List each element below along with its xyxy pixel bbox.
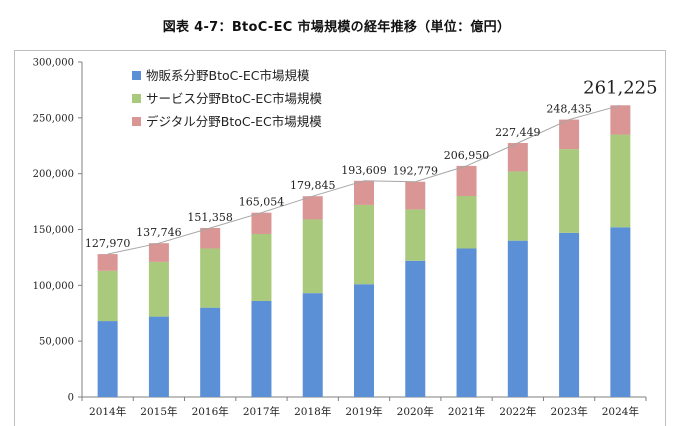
x-tick-label: 2016年 bbox=[192, 405, 229, 418]
bar-segment bbox=[456, 165, 477, 196]
x-tick-label: 2019年 bbox=[345, 405, 382, 418]
total-label: 137,746 bbox=[136, 226, 182, 239]
bar-segment bbox=[559, 232, 580, 397]
bar-segment bbox=[456, 248, 477, 397]
x-tick-label: 2017年 bbox=[243, 405, 280, 418]
x-tick-label: 2018年 bbox=[294, 405, 331, 418]
total-connector-line bbox=[312, 180, 365, 197]
total-connector-line bbox=[158, 227, 211, 244]
bar-segment bbox=[405, 260, 426, 397]
legend-swatch bbox=[132, 71, 141, 80]
legend: 物販系分野BtoC-EC市場規模サービス分野BtoC-EC市場規模デジタル分野B… bbox=[132, 68, 322, 129]
bar-segment bbox=[559, 119, 580, 150]
x-tick-label: 2020年 bbox=[397, 405, 434, 418]
legend-swatch bbox=[132, 117, 141, 126]
total-line bbox=[107, 104, 621, 255]
bar-segment bbox=[456, 196, 477, 249]
bar-segment bbox=[405, 181, 426, 210]
x-tick-label: 2015年 bbox=[140, 405, 177, 418]
bar-segment bbox=[610, 105, 631, 135]
bar-segment bbox=[200, 248, 221, 308]
legend-label: デジタル分野BtoC-EC市場規模 bbox=[146, 114, 322, 129]
bar-segment bbox=[97, 254, 118, 271]
y-tick-label: 50,000 bbox=[39, 337, 74, 348]
total-label: 248,435 bbox=[546, 103, 592, 116]
bar-segment bbox=[559, 149, 580, 233]
bar-segment bbox=[354, 204, 374, 285]
total-connector-line bbox=[261, 195, 313, 214]
total-label: 179,845 bbox=[290, 179, 336, 192]
bar-segment bbox=[610, 227, 631, 397]
legend-label: 物販系分野BtoC-EC市場規模 bbox=[146, 68, 310, 83]
y-tick-label: 0 bbox=[68, 393, 74, 404]
total-connector-line bbox=[466, 142, 519, 167]
bar-segment bbox=[405, 209, 426, 261]
x-tick-label: 2021年 bbox=[448, 405, 485, 418]
y-tick-label: 250,000 bbox=[33, 113, 74, 124]
bar-segment bbox=[251, 233, 272, 301]
bar-segment bbox=[251, 300, 272, 397]
total-connector-line bbox=[568, 104, 621, 121]
bar-segment bbox=[148, 316, 169, 397]
x-tick-label: 2014年 bbox=[89, 405, 126, 418]
total-label: 165,054 bbox=[239, 196, 285, 209]
y-tick-label: 150,000 bbox=[33, 225, 74, 236]
total-label: 261,225 bbox=[583, 77, 657, 98]
y-tick-label: 300,000 bbox=[33, 58, 74, 69]
bar-segment bbox=[354, 180, 374, 205]
bar-segment bbox=[148, 243, 169, 262]
bar-segment bbox=[302, 219, 323, 294]
total-connector-line bbox=[517, 119, 570, 144]
x-tick-label: 2022年 bbox=[499, 405, 536, 418]
axes: 0 50,000 100,000 150,000 200,000 250,000 300,0… bbox=[33, 58, 647, 418]
bar-segment bbox=[507, 143, 528, 172]
bar-segment bbox=[507, 240, 528, 397]
bar-segment bbox=[148, 261, 169, 317]
chart-title: 図表 4-7：BtoC-EC 市場規模の経年推移（単位：億円） bbox=[162, 20, 511, 35]
total-labels: 127,970 137,746 151,358 165,054 179,845 193,6… bbox=[85, 77, 658, 250]
bar-segment bbox=[302, 293, 323, 397]
x-tick-label: 2024年 bbox=[602, 405, 639, 418]
bars bbox=[97, 105, 631, 397]
bar-segment bbox=[354, 284, 374, 397]
bar-segment bbox=[507, 171, 528, 241]
total-label: 127,970 bbox=[85, 237, 131, 250]
total-connector-line bbox=[415, 165, 467, 183]
bar-segment bbox=[251, 212, 272, 234]
total-label: 151,358 bbox=[187, 211, 233, 224]
y-tick-label: 100,000 bbox=[33, 281, 74, 292]
x-tick-label: 2023年 bbox=[550, 405, 587, 418]
legend-swatch bbox=[132, 94, 141, 103]
total-connector-line bbox=[363, 180, 416, 183]
bar-segment bbox=[97, 321, 118, 397]
chart-frame bbox=[14, 50, 666, 426]
bar-segment bbox=[200, 227, 221, 249]
total-label: 227,449 bbox=[495, 126, 541, 139]
total-label: 193,609 bbox=[341, 164, 387, 177]
total-connector-line bbox=[107, 242, 160, 255]
bar-segment bbox=[97, 270, 118, 322]
total-connector-line bbox=[210, 212, 262, 229]
bar-segment bbox=[302, 196, 323, 220]
y-tick-label: 200,000 bbox=[33, 169, 74, 180]
legend-label: サービス分野BtoC-EC市場規模 bbox=[146, 91, 322, 106]
bar-segment bbox=[610, 134, 631, 228]
total-label: 206,950 bbox=[444, 149, 490, 162]
total-label: 192,779 bbox=[393, 165, 439, 178]
bar-segment bbox=[200, 307, 221, 397]
